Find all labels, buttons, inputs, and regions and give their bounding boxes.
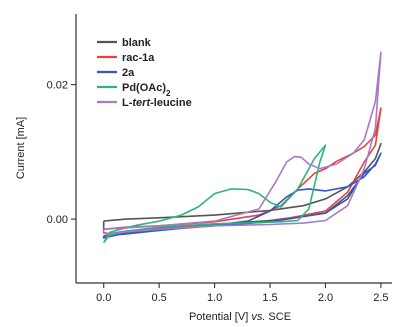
x-tick-label: 1.0 <box>207 292 222 304</box>
text-part: tert <box>132 97 151 109</box>
text-part: blank <box>122 37 152 49</box>
text-part: -leucine <box>150 97 192 109</box>
x-axis-label: Potential [V] vs. SCE <box>189 311 291 323</box>
x-tick-label: 2.0 <box>318 292 333 304</box>
y-axis-label: Current [mA] <box>15 117 27 179</box>
series-line <box>102 51 382 235</box>
x-tick-label: 2.5 <box>373 292 388 304</box>
text-part: SCE <box>265 311 291 323</box>
legend-label: 2a <box>122 67 135 79</box>
text-part: Potential [V] <box>189 311 251 323</box>
text-part: Pd(OAc) <box>122 82 166 94</box>
text-part: rac-1a <box>122 52 155 64</box>
text-part: 2a <box>122 67 135 79</box>
legend-label: L-tert-leucine <box>122 97 192 109</box>
legend-label: rac-1a <box>122 52 155 64</box>
text-part: 2 <box>166 89 171 98</box>
x-tick-label: 1.5 <box>262 292 277 304</box>
plot-area: 0.0 0.5 1.0 1.5 2.0 2.5 0.00 0.02 <box>47 14 392 304</box>
legend-label: Pd(OAc)2 <box>122 82 171 98</box>
x-tick-label: 0.5 <box>152 292 167 304</box>
x-tick-label: 0.0 <box>96 292 111 304</box>
y-tick-label: 0.02 <box>47 80 68 92</box>
y-tick-label: 0.00 <box>47 214 68 226</box>
text-part: L- <box>122 97 133 109</box>
text-part: vs. <box>251 311 265 323</box>
series-line <box>103 144 327 244</box>
legend-label: blank <box>122 37 152 49</box>
ticks-layer: 0.0 0.5 1.0 1.5 2.0 2.5 0.00 0.02 <box>47 80 389 304</box>
series-layer <box>102 51 382 244</box>
